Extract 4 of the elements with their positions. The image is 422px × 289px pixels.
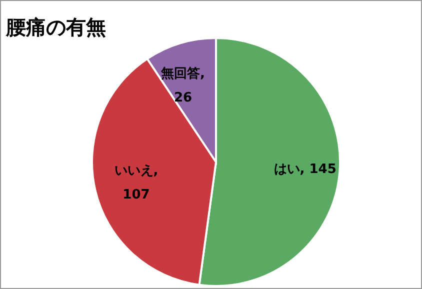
data-label: いいえ, 107	[114, 163, 158, 202]
chart-title: 腰痛の有無	[5, 15, 106, 39]
data-label: 無回答, 26	[160, 66, 205, 106]
data-label: はい, 145	[274, 162, 336, 178]
